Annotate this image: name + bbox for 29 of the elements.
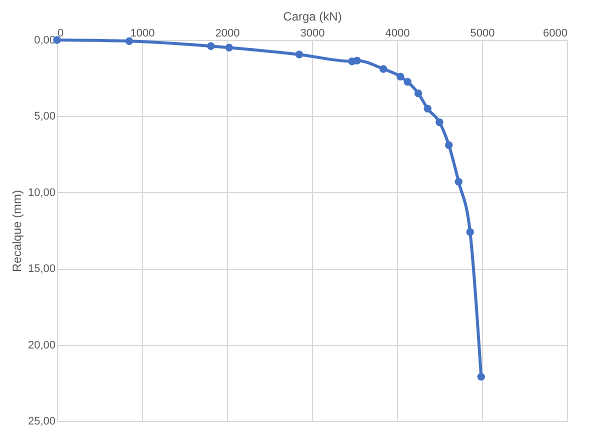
x-axis-title: Carga (kN) — [283, 10, 342, 24]
x-tick-label: 0 — [58, 28, 64, 40]
y-tick-label: 15,00 — [28, 263, 56, 276]
y-tick-label: 20,00 — [28, 339, 56, 352]
point — [353, 56, 361, 64]
point — [404, 78, 412, 86]
point — [436, 118, 444, 126]
x-tick-label: 3000 — [300, 28, 325, 40]
x-tick-label: 1000 — [130, 28, 155, 40]
x-tick-label: 4000 — [385, 28, 410, 40]
y-tick-label: 10,00 — [28, 186, 56, 199]
point — [396, 72, 404, 80]
point — [477, 372, 486, 381]
x-tick-label: 2000 — [215, 28, 240, 40]
point — [414, 89, 422, 98]
point — [454, 178, 462, 186]
y-axis-title: Recalque (mm) — [10, 190, 24, 272]
x-tick-label: 5000 — [470, 28, 495, 40]
point — [466, 228, 474, 236]
point — [444, 141, 453, 150]
y-tick-label: 25,00 — [28, 416, 56, 428]
point — [380, 65, 388, 73]
x-tick-label: 6000 — [543, 28, 568, 40]
point — [424, 104, 432, 112]
point — [125, 37, 134, 45]
point — [206, 42, 215, 50]
y-tick-label: 5,00 — [34, 110, 56, 123]
point — [295, 50, 304, 58]
point — [225, 44, 233, 52]
